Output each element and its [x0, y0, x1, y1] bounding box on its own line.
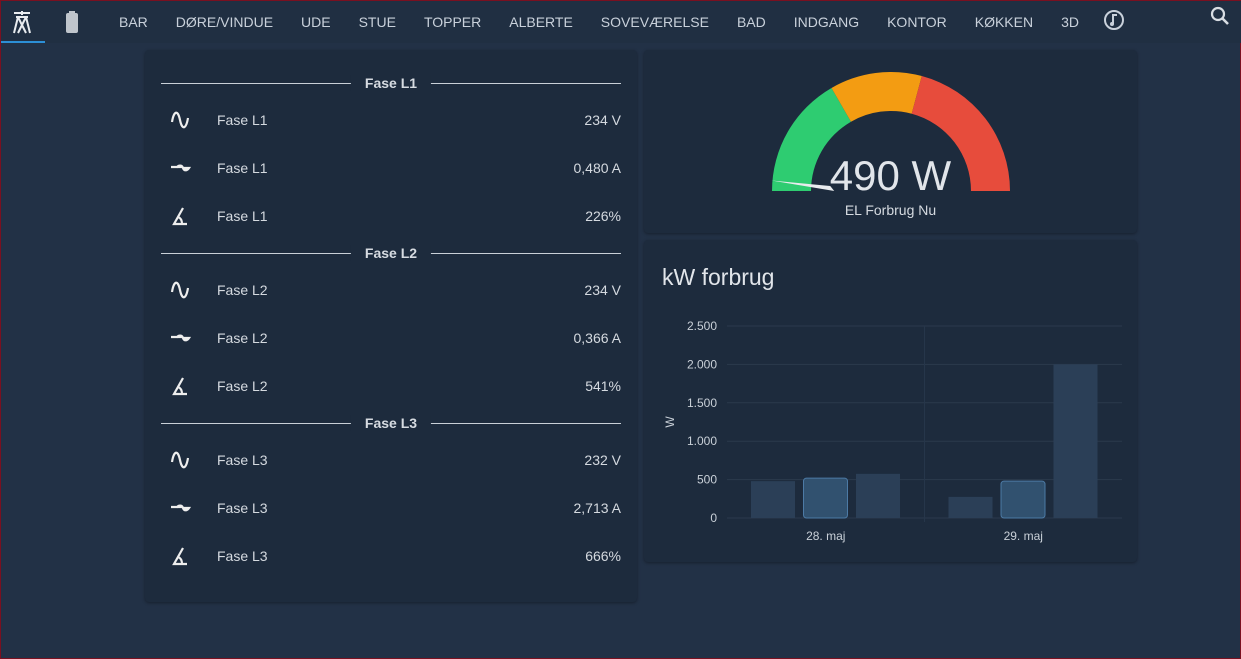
entity-value: 226% — [585, 208, 621, 224]
entity-row[interactable]: Fase L2 541% — [145, 362, 637, 410]
entity-name: Fase L3 — [217, 548, 268, 564]
bar — [1053, 364, 1098, 518]
tab-bad[interactable]: BAD — [736, 14, 766, 30]
entity-name: Fase L2 — [217, 330, 268, 346]
entity-row[interactable]: Fase L1 0,480 A — [145, 144, 637, 192]
chart-card: kW forbrug 0 500 1.000 1.500 2.000 2.500 W 28. … — [644, 240, 1137, 562]
tab-kontor[interactable]: KONTOR — [887, 14, 947, 30]
section-title: Fase L1 — [350, 75, 432, 91]
y-axis-label: W — [663, 416, 677, 428]
gauge-segment-green — [772, 87, 851, 191]
tab-køkken[interactable]: KØKKEN — [974, 14, 1034, 30]
entity-value: 0,480 A — [573, 160, 622, 176]
section-title: Fase L2 — [350, 245, 432, 261]
tab-topper[interactable]: TOPPER — [423, 14, 482, 30]
entity-value: 2,713 A — [573, 500, 622, 516]
entity-row[interactable]: Fase L2 0,366 A — [145, 314, 637, 362]
sine-wave-icon — [170, 111, 190, 129]
sine-wave-icon — [170, 281, 190, 299]
chart-title: kW forbrug — [662, 264, 775, 290]
bar — [751, 481, 795, 518]
entity-name: Fase L3 — [217, 500, 268, 516]
y-tick-label: 1.500 — [687, 396, 717, 410]
tab-power[interactable] — [1, 1, 45, 43]
music-note-circle-icon — [1104, 9, 1124, 30]
current-ac-icon — [171, 164, 192, 172]
entity-name: Fase L1 — [217, 208, 268, 224]
bar — [948, 496, 993, 518]
entity-value: 541% — [585, 378, 621, 394]
search-button[interactable] — [1210, 6, 1230, 31]
entity-row[interactable]: Fase L1 226% — [145, 192, 637, 240]
tab-bar[interactable]: BAR — [119, 14, 148, 30]
gauge-needle — [771, 180, 835, 192]
entity-row[interactable]: Fase L2 234 V — [145, 266, 637, 314]
bar — [1000, 480, 1046, 519]
tab-dørevindue[interactable]: DØRE/VINDUE — [175, 14, 274, 30]
tab-3d[interactable]: 3D — [1061, 14, 1079, 30]
y-tick-label: 2.000 — [687, 357, 717, 371]
gauge-segment-red — [911, 76, 1010, 191]
entity-name: Fase L1 — [217, 160, 268, 176]
gauge-value: 490 W — [829, 152, 952, 199]
section-header: Fase L1 — [161, 70, 621, 96]
y-tick-label: 0 — [710, 511, 717, 525]
angle-icon — [172, 207, 187, 226]
y-tick-label: 1.000 — [687, 434, 717, 448]
entity-name: Fase L3 — [217, 452, 268, 468]
tab-stue[interactable]: STUE — [358, 14, 396, 30]
entity-name: Fase L2 — [217, 378, 268, 394]
current-ac-icon — [171, 504, 192, 512]
search-icon — [1210, 6, 1229, 25]
power-gauge — [771, 72, 1010, 192]
sine-wave-icon — [170, 451, 190, 469]
bar — [803, 477, 848, 519]
y-tick-label: 500 — [697, 473, 717, 487]
x-tick-label: 29. maj — [1004, 529, 1043, 543]
tab-battery[interactable] — [51, 1, 93, 43]
tab-alberte[interactable]: ALBERTE — [509, 14, 573, 30]
entity-row[interactable]: Fase L3 232 V — [145, 436, 637, 484]
section-title: Fase L3 — [350, 415, 432, 431]
y-tick-label: 2.500 — [687, 319, 717, 333]
entity-row[interactable]: Fase L3 2,713 A — [145, 484, 637, 532]
current-ac-icon — [171, 334, 192, 342]
entity-row[interactable]: Fase L1 234 V — [145, 96, 637, 144]
gauge-name: EL Forbrug Nu — [844, 202, 937, 218]
entity-row[interactable]: Fase L3 666% — [145, 532, 637, 580]
bar-chart: 0 500 1.000 1.500 2.000 2.500 W 28. maj 29. maj — [663, 319, 1122, 543]
entity-value: 234 V — [584, 282, 621, 298]
bar — [856, 473, 900, 518]
gauge-segment-orange — [831, 72, 922, 122]
gauge-card[interactable]: 490 W EL Forbrug Nu — [644, 50, 1137, 233]
tab-soveværelse[interactable]: SOVEVÆRELSE — [600, 14, 709, 30]
transmission-tower-icon — [13, 11, 31, 34]
section-header: Fase L2 — [161, 240, 621, 266]
top-navigation: BAR DØRE/VINDUE UDE STUE TOPPER ALBERTE SOVEVÆ… — [1, 1, 1241, 43]
phase-entities-card: Fase L1 Fase L1 234 V Fase L1 0,480 A Fase L1… — [145, 50, 637, 602]
entity-value: 0,366 A — [573, 330, 622, 346]
tab-indgang[interactable]: INDGANG — [793, 14, 860, 30]
entity-value: 232 V — [584, 452, 621, 468]
entity-value: 234 V — [584, 112, 621, 128]
tab-ude[interactable]: UDE — [301, 14, 331, 30]
angle-icon — [172, 377, 187, 396]
angle-icon — [172, 547, 187, 566]
entity-name: Fase L1 — [217, 112, 268, 128]
entity-name: Fase L2 — [217, 282, 268, 298]
entity-value: 666% — [585, 548, 621, 564]
x-tick-label: 28. maj — [806, 529, 845, 543]
battery-icon — [66, 11, 78, 33]
tab-music[interactable] — [1103, 9, 1125, 36]
section-header: Fase L3 — [161, 410, 621, 436]
